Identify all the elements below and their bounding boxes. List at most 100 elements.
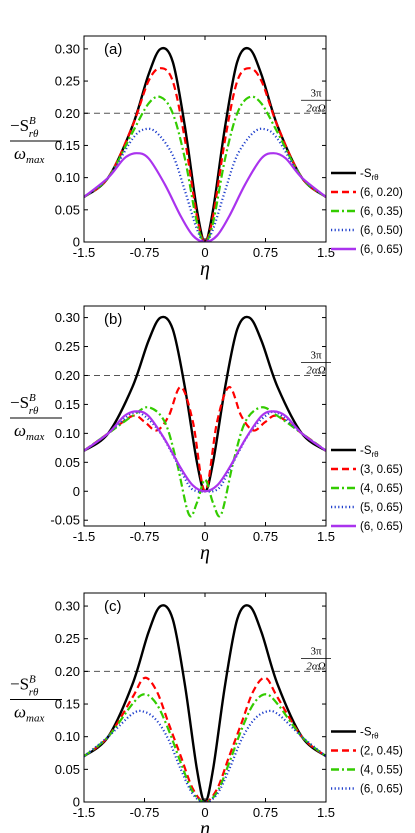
series-line-4 — [84, 410, 326, 493]
legend-label: (3, 0.65) — [360, 464, 403, 476]
legend-label: (6, 0.50) — [360, 225, 403, 237]
legend-label: -Srθ — [360, 727, 379, 741]
ref-label-numerator: 3π — [310, 349, 322, 361]
legend-item: (6, 0.65) — [331, 521, 403, 533]
x-tick-label: 1.5 — [317, 805, 335, 820]
y-label-denominator: ωmax — [14, 703, 44, 725]
y-axis-label: −SB rθ ωmax — [10, 392, 62, 443]
panel-label: (a) — [104, 41, 122, 58]
legend-label: (4, 0.65) — [360, 483, 403, 495]
y-tick-label: 0.25 — [55, 74, 80, 89]
legend: -Srθ (2, 0.45) (4, 0.55) (6, 0.65) — [331, 727, 403, 796]
legend-label: -Srθ — [360, 168, 379, 182]
y-tick-label: 0 — [73, 795, 80, 810]
y-label-numerator: −SB rθ — [10, 115, 39, 140]
y-tick-label: 0 — [73, 235, 80, 250]
y-tick-label: 0.30 — [55, 310, 80, 325]
y-tick-label: 0.15 — [55, 138, 80, 153]
y-label-denominator: ωmax — [14, 144, 44, 166]
x-tick-label: 1.5 — [317, 245, 335, 260]
y-tick-label: 0.05 — [55, 762, 80, 777]
series-line-1 — [84, 676, 326, 802]
x-tick-label: 0.75 — [253, 529, 278, 544]
y-tick-label: 0.05 — [55, 455, 80, 470]
y-tick-label: 0.20 — [55, 664, 80, 679]
series-line-1 — [84, 67, 326, 242]
y-tick-label: 0.25 — [55, 339, 80, 354]
series-line-0 — [84, 315, 326, 493]
y-tick-label: 0.20 — [55, 106, 80, 121]
y-axis-label: −SB rθ ωmax — [10, 115, 62, 166]
x-tick-label: -0.75 — [130, 245, 160, 260]
series-line-3 — [84, 410, 326, 493]
y-tick-label: 0.10 — [55, 170, 80, 185]
legend-item: (5, 0.65) — [331, 502, 403, 514]
plot-frame — [83, 35, 327, 243]
plot-frame — [83, 305, 327, 527]
y-label-numerator: −SB rθ — [10, 392, 39, 417]
legend-label: (2, 0.45) — [360, 746, 403, 758]
y-tick-label: 0.05 — [55, 202, 80, 217]
x-axis-label: η — [200, 542, 210, 564]
x-tick-label: 0.75 — [253, 245, 278, 260]
x-tick-label: -1.5 — [73, 805, 95, 820]
x-axis-label: η — [200, 818, 210, 833]
legend-item: -Srθ — [331, 168, 379, 182]
series-line-3 — [84, 127, 326, 242]
panel-c: 0 0.05 0.10 0.15 0.20 0.25 0.30 -1.5 -0.75 0 0.75 1… — [10, 592, 403, 833]
y-tick-label: 0.15 — [55, 397, 80, 412]
legend-item: (3, 0.65) — [331, 464, 403, 476]
series-line-0 — [84, 604, 326, 802]
legend: -Srθ (6, 0.20) (6, 0.35) (6, 0.50) (6, 0.65) — [331, 168, 403, 256]
legend-item: (6, 0.50) — [331, 225, 403, 237]
y-label-denominator: ωmax — [14, 421, 44, 443]
panel-label: (b) — [104, 311, 122, 328]
legend-item: (4, 0.65) — [331, 483, 403, 495]
legend-label: (6, 0.65) — [360, 784, 403, 796]
y-tick-label: -0.05 — [50, 513, 80, 528]
x-tick-label: -1.5 — [73, 245, 95, 260]
legend-item: (2, 0.45) — [331, 746, 403, 758]
y-tick-label: 0.25 — [55, 631, 80, 646]
legend-label: (5, 0.65) — [360, 502, 403, 514]
x-axis-label: η — [200, 258, 210, 280]
plot-frame — [83, 592, 327, 803]
legend-label: (6, 0.35) — [360, 206, 403, 218]
x-tick-label: 0 — [201, 805, 208, 820]
series-line-2 — [84, 406, 326, 518]
legend-label: (6, 0.65) — [360, 244, 403, 256]
y-tick-label: 0.20 — [55, 368, 80, 383]
legend-label: -Srθ — [360, 445, 379, 459]
legend-item: (6, 0.35) — [331, 206, 403, 218]
ref-label-numerator: 3π — [310, 87, 322, 99]
legend-item: -Srθ — [331, 727, 379, 741]
series-line-0 — [84, 46, 326, 242]
y-tick-label: 0.15 — [55, 697, 80, 712]
legend-item: -Srθ — [331, 445, 379, 459]
y-tick-label: 0 — [73, 484, 80, 499]
x-tick-label: -0.75 — [130, 529, 160, 544]
x-tick-label: -0.75 — [130, 805, 160, 820]
x-tick-label: 0 — [201, 529, 208, 544]
legend-label: (6, 0.65) — [360, 521, 403, 533]
legend-item: (6, 0.20) — [331, 187, 403, 199]
ref-label-denominator: 2αΩ — [306, 660, 325, 672]
legend: -Srθ (3, 0.65) (4, 0.65) (5, 0.65) (6, 0.65) — [331, 445, 403, 533]
series-line-2 — [84, 95, 326, 242]
series-line-4 — [84, 152, 326, 242]
series-line-2 — [84, 693, 326, 802]
ref-label-denominator: 2αΩ — [306, 364, 325, 376]
x-tick-label: 0 — [201, 245, 208, 260]
legend-item: (4, 0.55) — [331, 765, 403, 777]
panel-label: (c) — [104, 598, 122, 615]
series-line-1 — [84, 385, 326, 493]
legend-label: (6, 0.20) — [360, 187, 403, 199]
series-line-3 — [84, 709, 326, 802]
legend-label: (4, 0.55) — [360, 765, 403, 777]
legend-item: (6, 0.65) — [331, 244, 403, 256]
x-tick-label: 0.75 — [253, 805, 278, 820]
